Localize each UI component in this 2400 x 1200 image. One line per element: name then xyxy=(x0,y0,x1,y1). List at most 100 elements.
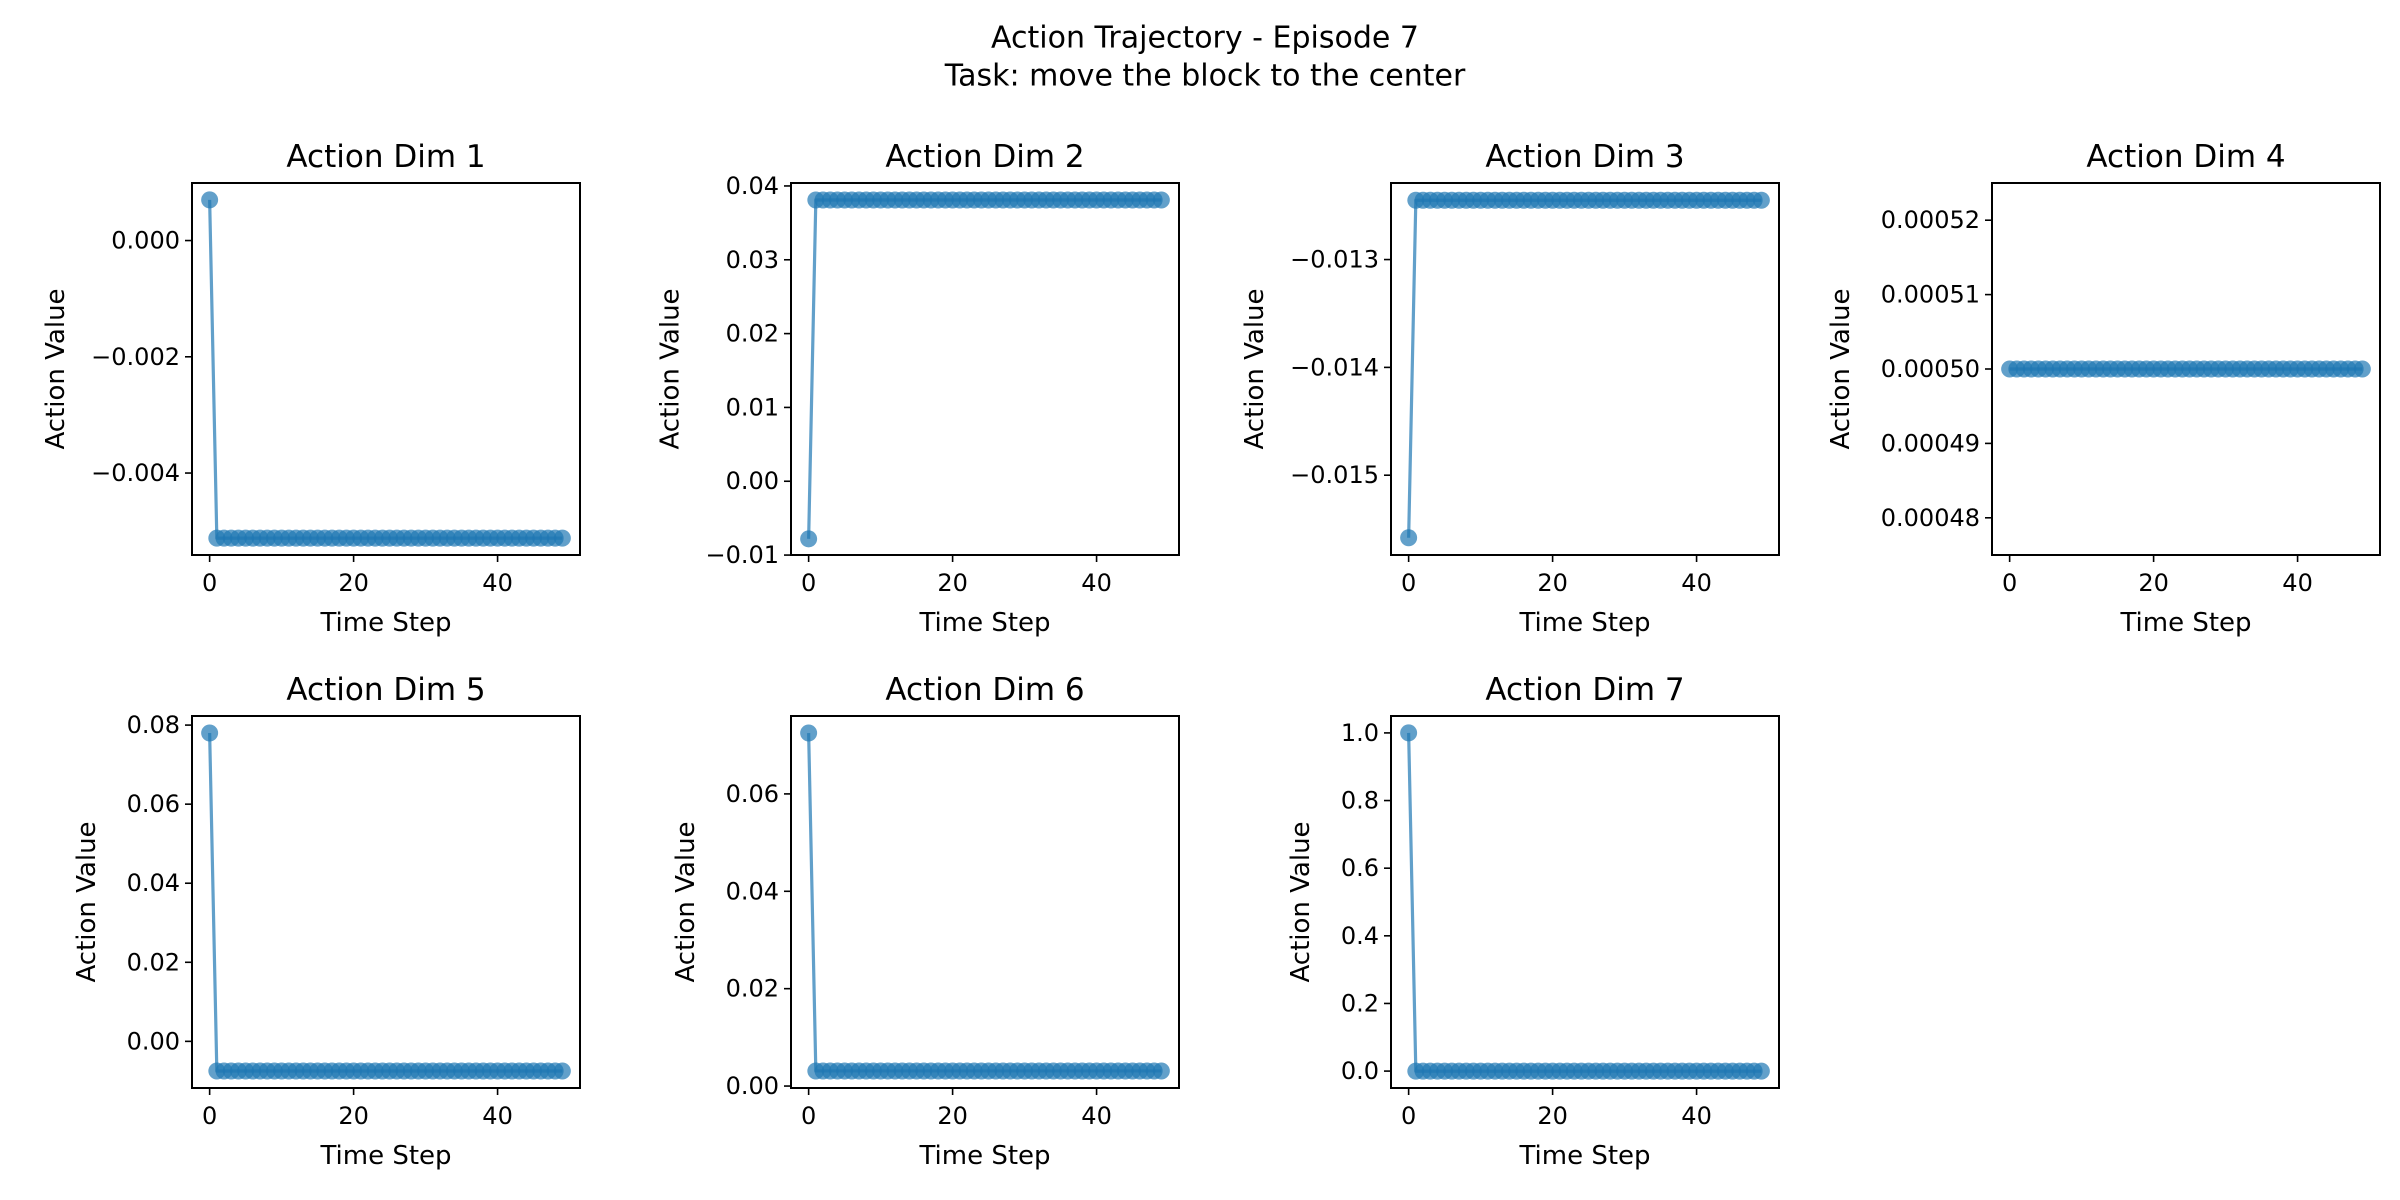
y-tick-label: 0.0 xyxy=(1341,1057,1379,1085)
subplot-7: Action Dim 7 0 20 40 1.0 0.8 0.6 0.4 0.2 0.0 Time … xyxy=(1286,672,1780,1171)
y-tick-label: 0.6 xyxy=(1341,854,1379,882)
x-axis-label: Time Step xyxy=(1518,608,1650,638)
series-group xyxy=(201,191,571,547)
x-axis-label: Time Step xyxy=(319,608,451,638)
x-tick-label: 20 xyxy=(1537,1102,1568,1130)
subplot-6: Action Dim 6 0 20 40 0.06 0.04 0.02 0.00 Time St… xyxy=(671,672,1180,1171)
y-tick-label: −0.01 xyxy=(705,541,779,569)
x-tick-label: 40 xyxy=(1081,569,1112,597)
subplot-title: Action Dim 5 xyxy=(286,672,485,708)
x-axis-label: Time Step xyxy=(2119,608,2251,638)
x-tick-label: 20 xyxy=(1537,569,1568,597)
y-tick-label: 0.00050 xyxy=(1881,355,1980,383)
subplot-title: Action Dim 6 xyxy=(885,672,1084,708)
y-axis-label: Action Value xyxy=(656,288,686,449)
y-tick-label: 0.03 xyxy=(726,246,779,274)
axes-frame xyxy=(1390,182,1780,556)
subplot-5: Action Dim 5 0 20 40 0.08 0.06 0.04 0.02 0.00 Tim… xyxy=(72,672,581,1171)
data-point xyxy=(2353,360,2371,378)
data-point xyxy=(1400,724,1418,742)
data-point xyxy=(1152,1062,1170,1080)
x-tick-label: 20 xyxy=(937,1102,968,1130)
data-point xyxy=(553,529,571,547)
y-axis-label: Action Value xyxy=(1286,821,1316,982)
x-tick-label: 40 xyxy=(1681,569,1712,597)
y-tick-label: 0.00 xyxy=(726,467,779,495)
y-tick-label: 0.4 xyxy=(1341,922,1379,950)
series-group xyxy=(800,191,1170,548)
subplot-title: Action Dim 4 xyxy=(2086,139,2285,175)
y-tick-label: 0.00 xyxy=(726,1072,779,1100)
data-point xyxy=(800,724,818,742)
y-tick-label: −0.014 xyxy=(1290,353,1379,381)
subplot-title: Action Dim 1 xyxy=(286,139,485,175)
y-tick-label: 0.06 xyxy=(726,780,779,808)
series-group xyxy=(1400,191,1770,547)
y-tick-label: 0.8 xyxy=(1341,787,1379,815)
x-tick-label: 0 xyxy=(1401,1102,1416,1130)
x-tick-label: 20 xyxy=(937,569,968,597)
axes-frame xyxy=(191,715,581,1089)
x-tick-label: 40 xyxy=(1081,1102,1112,1130)
x-tick-label: 40 xyxy=(2282,569,2313,597)
series-group xyxy=(800,724,1170,1080)
data-point xyxy=(1752,1062,1770,1080)
y-tick-label: 0.00048 xyxy=(1881,504,1980,532)
y-tick-label: 0.2 xyxy=(1341,989,1379,1017)
y-tick-label: 0.08 xyxy=(127,711,180,739)
data-point xyxy=(1752,191,1770,209)
y-axis-label: Action Value xyxy=(671,821,701,982)
figure-title-line-1: Action Trajectory - Episode 7 xyxy=(991,21,1419,56)
x-tick-label: 20 xyxy=(338,1102,369,1130)
x-tick-label: 0 xyxy=(202,1102,217,1130)
x-axis-label: Time Step xyxy=(918,608,1050,638)
y-tick-label: 0.00051 xyxy=(1881,281,1980,309)
y-tick-label: 0.02 xyxy=(726,975,779,1003)
series-group xyxy=(1400,724,1770,1080)
y-tick-label: −0.004 xyxy=(91,459,180,487)
data-point xyxy=(800,530,818,548)
x-tick-label: 20 xyxy=(338,569,369,597)
subplot-1: Action Dim 1 0 20 40 0.000 −0.002 −0.004 Time S… xyxy=(41,139,581,638)
axes-frame xyxy=(790,715,1180,1089)
x-tick-label: 40 xyxy=(482,569,513,597)
y-tick-label: −0.015 xyxy=(1290,461,1379,489)
axes-frame xyxy=(1390,715,1780,1089)
y-tick-label: 0.02 xyxy=(127,948,180,976)
y-tick-label: −0.002 xyxy=(91,343,180,371)
subplot-2: Action Dim 2 0 20 40 0.04 0.03 0.02 0.01 0.00 −0.… xyxy=(656,139,1180,638)
y-tick-label: 1.0 xyxy=(1341,719,1379,747)
y-axis-label: Action Value xyxy=(41,288,71,449)
subplot-title: Action Dim 7 xyxy=(1485,672,1684,708)
data-point xyxy=(553,1062,571,1080)
y-tick-label: 0.00052 xyxy=(1881,206,1980,234)
x-tick-label: 40 xyxy=(482,1102,513,1130)
y-tick-label: 0.02 xyxy=(726,320,779,348)
y-tick-label: 0.04 xyxy=(726,877,779,905)
data-point xyxy=(201,724,219,742)
x-axis-label: Time Step xyxy=(918,1141,1050,1171)
y-tick-label: −0.013 xyxy=(1290,246,1379,274)
x-axis-label: Time Step xyxy=(1518,1141,1650,1171)
x-tick-label: 0 xyxy=(1401,569,1416,597)
y-axis-label: Action Value xyxy=(1240,288,1270,449)
y-tick-label: 0.01 xyxy=(726,393,779,421)
y-tick-label: 0.04 xyxy=(127,869,180,897)
y-tick-label: 0.00 xyxy=(127,1027,180,1055)
x-tick-label: 20 xyxy=(2138,569,2169,597)
data-point xyxy=(201,191,219,209)
data-point xyxy=(1152,191,1170,209)
x-tick-label: 0 xyxy=(801,1102,816,1130)
x-tick-label: 0 xyxy=(2002,569,2017,597)
y-tick-label: 0.06 xyxy=(127,790,180,818)
subplot-title: Action Dim 3 xyxy=(1485,139,1684,175)
x-axis-label: Time Step xyxy=(319,1141,451,1171)
series-group xyxy=(201,724,571,1080)
axes-frame xyxy=(191,182,581,556)
subplot-title: Action Dim 2 xyxy=(885,139,1084,175)
data-point xyxy=(1400,529,1418,547)
x-tick-label: 0 xyxy=(801,569,816,597)
